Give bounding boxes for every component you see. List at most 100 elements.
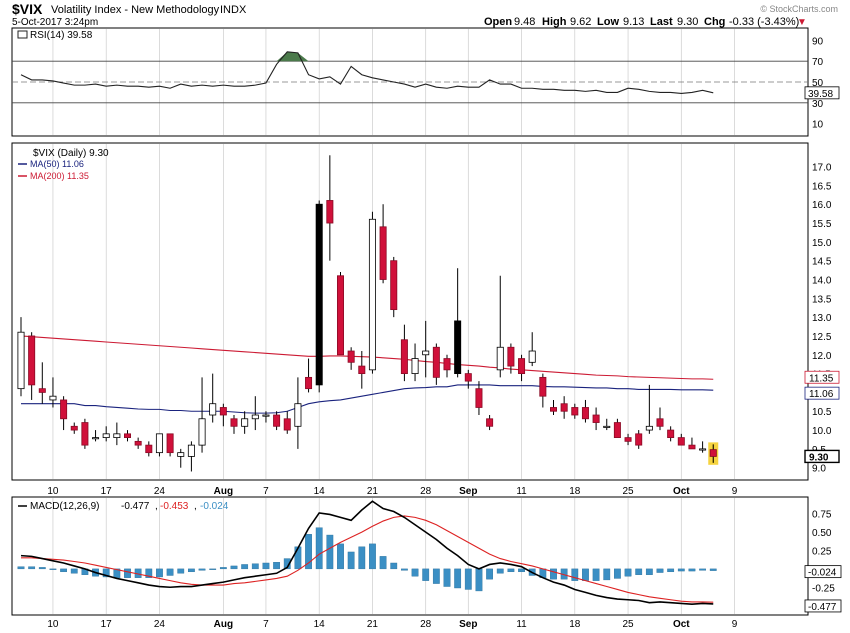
- last-value: 9.30: [677, 16, 698, 28]
- candle-13: [156, 434, 162, 457]
- price-xtick-0: 10: [47, 486, 59, 497]
- macd-hist-bar-0: [18, 567, 24, 569]
- price-xtick-4: 7: [263, 486, 269, 497]
- candle-body-20: [231, 419, 237, 427]
- macd-hist-bar-64: [699, 569, 705, 570]
- macd-hist-bar-23: [263, 563, 269, 569]
- rsi-ytick-4: 90: [812, 36, 824, 47]
- candle-body-39: [433, 347, 439, 377]
- candle-28: [316, 200, 322, 392]
- ohlc-readout: Open 9.48 High 9.62 Low 9.13 Last 9.30 C…: [484, 16, 807, 28]
- macd-xtick-5: 14: [314, 619, 326, 630]
- candle-body-0: [18, 332, 24, 388]
- candle-body-46: [508, 347, 514, 366]
- macd-hist-bar-65: [710, 569, 716, 571]
- candle-body-52: [572, 407, 578, 415]
- candle-body-2: [39, 389, 45, 393]
- low-label: Low: [597, 16, 619, 28]
- price-ytick-0: 9.0: [812, 464, 826, 475]
- macd-hist-bar-47: [518, 569, 524, 572]
- candle-body-18: [210, 404, 216, 415]
- candle-body-45: [497, 347, 503, 370]
- macd-hist-bar-27: [305, 534, 311, 569]
- macd-hist-bar-29: [327, 535, 333, 569]
- candle-body-15: [178, 453, 184, 457]
- price-ytick-14: 16.0: [812, 200, 832, 211]
- macd-hist-bar-59: [646, 569, 652, 575]
- macd-xtick-12: Oct: [673, 619, 690, 630]
- rsi-title-text: RSI(14) 39.58: [30, 30, 93, 41]
- macd-hist-bar-39: [433, 569, 439, 584]
- candle-body-30: [337, 276, 343, 355]
- macd-ytick-4: 0.75: [812, 510, 832, 521]
- candle-body-7: [92, 438, 98, 439]
- candle-6: [82, 419, 88, 449]
- exchange-label: INDX: [220, 4, 247, 16]
- macd-hist-bar-56: [614, 569, 620, 579]
- macd-hist-bar-50: [550, 569, 556, 579]
- price-ytick-9: 13.5: [812, 294, 832, 305]
- macd-hist-bar-28: [316, 528, 322, 569]
- candle-body-31: [348, 351, 354, 362]
- macd-xtick-0: 10: [47, 619, 59, 630]
- macd-xtick-13: 9: [732, 619, 738, 630]
- candle-body-49: [540, 377, 546, 396]
- candle-body-57: [625, 438, 631, 442]
- open-label: Open: [484, 16, 512, 28]
- candle-body-63: [689, 445, 695, 449]
- macd-hist-bar-45: [497, 569, 503, 573]
- candle-body-44: [487, 419, 493, 427]
- price-ytick-11: 14.5: [812, 257, 832, 268]
- macd-hist-bar-63: [689, 569, 695, 571]
- candle-body-60: [657, 419, 663, 427]
- candle-body-4: [61, 400, 67, 419]
- ma50-legend: MA(50) 11.06: [30, 159, 84, 169]
- macd-xtick-11: 25: [622, 619, 634, 630]
- macd-hist-value: -0.024: [200, 501, 229, 512]
- price-xtick-13: 9: [732, 486, 738, 497]
- candle-body-26: [295, 404, 301, 427]
- macd-hist-bar-10: [124, 569, 130, 578]
- macd-hist-bar-33: [369, 544, 375, 569]
- last-candle-body: [710, 450, 716, 457]
- macd-hist-bar-30: [337, 544, 343, 569]
- ma200-legend: MA(200) 11.35: [30, 171, 89, 181]
- candle-body-27: [305, 377, 311, 388]
- macd-hist-bar-22: [252, 564, 258, 569]
- price-xtick-6: 21: [367, 486, 379, 497]
- low-value: 9.13: [623, 16, 644, 28]
- macd-hist-bar-42: [465, 569, 471, 590]
- macd-xtick-7: 28: [420, 619, 432, 630]
- macd-hist-bar-1: [28, 567, 34, 569]
- rsi-ytick-3: 70: [812, 57, 824, 68]
- candle-body-28: [316, 204, 322, 385]
- last-label: Last: [650, 16, 673, 28]
- macd-value: -0.477: [121, 501, 150, 512]
- candle-body-21: [242, 419, 248, 427]
- macd-hist-bar-15: [178, 569, 184, 573]
- candle-body-32: [359, 366, 365, 374]
- chg-label: Chg: [704, 16, 725, 28]
- candle-body-12: [146, 445, 152, 453]
- chg-value: -0.33 (-3.43%): [729, 16, 799, 28]
- candle-body-50: [550, 407, 556, 411]
- candle-body-56: [614, 423, 620, 438]
- candle-body-29: [327, 200, 333, 223]
- macd-hist-bar-3: [50, 569, 56, 570]
- macd-hist-bar-13: [156, 569, 162, 577]
- price-last-label-1: 11.06: [809, 389, 834, 400]
- macd-hist-bar-16: [188, 569, 194, 572]
- macd-hist-bar-17: [199, 569, 205, 570]
- macd-hist-bar-43: [476, 569, 482, 591]
- candle-33: [369, 212, 375, 374]
- macd-hist-bar-35: [391, 563, 397, 569]
- candle-body-1: [29, 336, 35, 385]
- candle-body-22: [252, 415, 258, 419]
- open-value: 9.48: [514, 16, 535, 28]
- macd-sep-2: ,: [194, 501, 197, 512]
- candle-body-38: [423, 351, 429, 355]
- candle-body-17: [199, 419, 205, 445]
- macd-hist-bar-5: [71, 569, 77, 573]
- candle-body-3: [50, 396, 56, 400]
- candle-body-14: [167, 434, 173, 453]
